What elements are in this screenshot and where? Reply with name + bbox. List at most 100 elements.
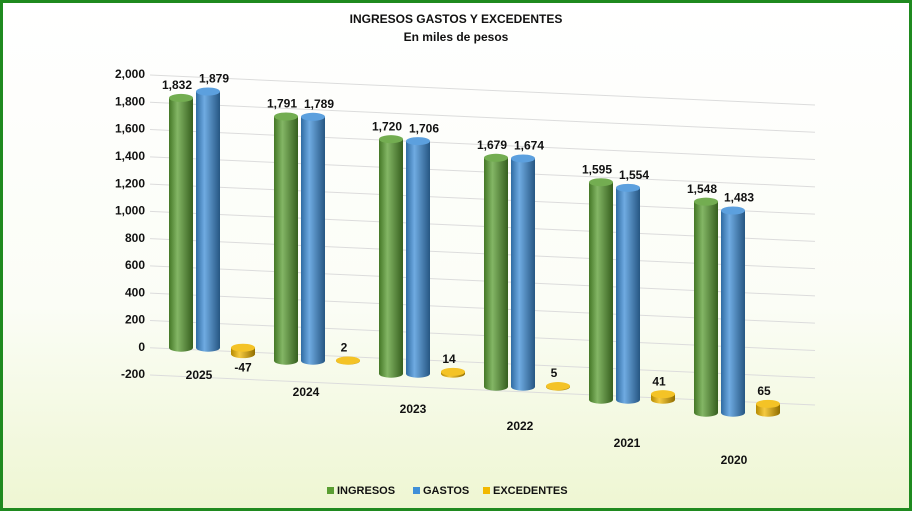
cylinder-bar [651,390,675,404]
cylinder-bar [336,356,360,364]
cylinder-bottom [169,344,193,352]
chart-subtitle: En miles de pesos [404,30,509,44]
x-tick-label: 2024 [293,385,320,399]
y-tick-label: 800 [125,231,145,245]
cylinder-body [616,188,640,400]
y-tick-label: 0 [138,340,145,354]
value-label: -47 [234,360,252,374]
y-tick-label: 400 [125,285,145,299]
cylinder-top [756,400,780,408]
legend-label: INGRESOS [337,485,395,497]
y-tick-label: 1,200 [115,176,145,190]
x-tick-label: 2025 [186,368,213,382]
x-tick-label: 2021 [614,436,641,450]
value-label: 1,789 [304,97,334,111]
value-label: 1,832 [162,78,192,92]
cylinder-bar [511,154,535,390]
cylinder-bar [301,113,325,365]
y-tick-label: 1,600 [115,122,145,136]
cylinder-bar [589,178,613,403]
legend-swatch [413,487,420,494]
x-tick-label: 2020 [721,453,748,467]
x-tick-label: 2023 [400,402,427,416]
cylinder-bar [441,368,465,378]
cylinder-bar [406,137,430,378]
y-tick-label: 1,400 [115,149,145,163]
chart-title: INGRESOS GASTOS Y EXCEDENTES [350,12,563,26]
cylinder-bottom [721,409,745,417]
cylinder-bar [379,135,403,378]
cylinder-top [379,135,403,143]
value-label: 1,679 [477,138,507,152]
legend-label: EXCEDENTES [493,485,568,497]
cylinder-top [196,88,220,96]
cylinder-top [301,113,325,121]
cylinder-bottom [379,370,403,378]
cylinder-bar [196,88,220,352]
cylinder-bar [169,94,193,352]
legend-label: GASTOS [423,485,469,497]
cylinder-bar [756,400,780,417]
cylinder-top [694,198,718,206]
cylinder-bottom [484,383,508,391]
cylinder-bar [484,154,508,391]
cylinder-top [589,178,613,186]
value-label: 65 [757,384,771,398]
cylinder-body [511,158,535,386]
y-tick-label: -200 [121,367,145,381]
cylinder-top [169,94,193,102]
x-tick-label: 2022 [507,419,534,433]
value-label: 1,674 [514,139,544,153]
cylinder-bar [231,344,255,358]
cylinder-bottom [616,396,640,404]
cylinder-body [721,211,745,413]
cylinder-top [546,382,570,390]
value-label: 1,554 [619,168,649,182]
cylinder-bottom [511,383,535,391]
cylinder-top [406,137,430,145]
value-label: 41 [652,374,666,388]
cylinder-top [651,390,675,398]
legend-swatch [483,487,490,494]
cylinder-body [196,92,220,348]
cylinder-body [301,117,325,361]
cylinder-bar [274,113,298,365]
value-label: 1,720 [372,119,402,133]
cylinder-bar [616,184,640,404]
value-label: 1,483 [724,191,754,205]
cylinder-top [721,207,745,215]
cylinder-bottom [196,344,220,352]
cylinder-bottom [694,409,718,417]
value-label: 14 [442,352,456,366]
cylinder-top [616,184,640,192]
cylinder-body [694,202,718,413]
value-label: 5 [551,366,558,380]
cylinder-body [484,158,508,387]
cylinder-bottom [406,370,430,378]
cylinder-bottom [301,357,325,365]
y-tick-label: 1,000 [115,204,145,218]
cylinder-body [169,98,193,348]
cylinder-top [231,344,255,352]
cylinder-top [484,154,508,162]
value-label: 1,706 [409,121,439,135]
cylinder-body [274,117,298,361]
cylinder-top [511,154,535,162]
value-label: 2 [341,341,348,355]
cylinder-bar [694,198,718,417]
value-label: 1,879 [199,72,229,86]
cylinder-top [441,368,465,376]
cylinder-bar [546,382,570,391]
y-tick-label: 200 [125,313,145,327]
cylinder-bar [721,207,745,417]
cylinder-bottom [274,357,298,365]
cylinder-body [589,182,613,400]
y-tick-label: 2,000 [115,67,145,81]
value-label: 1,548 [687,182,717,196]
y-tick-label: 600 [125,258,145,272]
y-tick-label: 1,800 [115,94,145,108]
cylinder-body [379,139,403,374]
legend-swatch [327,487,334,494]
cylinder-top [336,356,360,364]
